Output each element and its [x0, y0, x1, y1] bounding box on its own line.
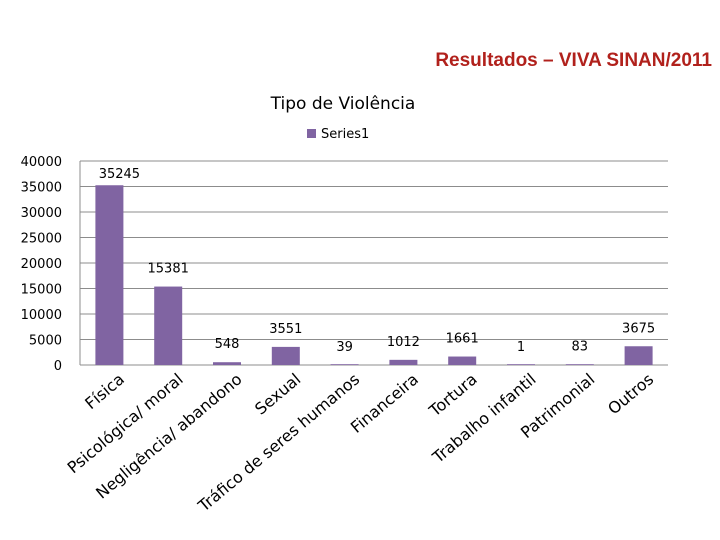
- y-tick-label: 35000: [21, 181, 62, 196]
- x-category-label: Física: [81, 370, 128, 414]
- bar: [154, 286, 183, 365]
- bar: [330, 364, 359, 365]
- bar: [448, 356, 477, 365]
- data-label: 39: [336, 340, 353, 355]
- data-label: 83: [572, 340, 589, 355]
- x-category-label: Tortura: [425, 370, 481, 421]
- y-tick-label: 30000: [21, 206, 62, 221]
- bar: [95, 185, 124, 365]
- bar: [624, 346, 653, 365]
- bar: [213, 362, 241, 365]
- data-label: 3551: [269, 322, 302, 337]
- slide-title: Resultados – VIVA SINAN/2011: [435, 50, 712, 71]
- bar: [389, 359, 418, 365]
- x-category-label: Outros: [604, 370, 657, 419]
- x-category-label: Sexual: [251, 370, 304, 419]
- bar: [565, 364, 594, 365]
- legend-label: Series1: [321, 127, 369, 142]
- y-tick-label: 15000: [21, 283, 62, 298]
- data-label: 548: [215, 337, 240, 352]
- data-label: 1012: [387, 335, 420, 350]
- bar: [507, 364, 535, 365]
- data-label: 1661: [446, 332, 479, 347]
- data-label: 1: [517, 340, 525, 355]
- bar: [271, 346, 300, 365]
- y-tick-label: 5000: [29, 334, 62, 349]
- y-tick-label: 20000: [21, 257, 62, 272]
- chart-title: Tipo de Violência: [270, 94, 416, 114]
- data-label: 3675: [622, 321, 655, 336]
- legend-swatch: [307, 129, 316, 138]
- data-label: 35245: [99, 167, 140, 182]
- y-tick-label: 10000: [21, 308, 62, 323]
- x-category-label: Trabalho infantil: [428, 370, 539, 468]
- data-label: 15381: [148, 262, 189, 277]
- legend: Series1: [307, 127, 369, 142]
- y-tick-label: 0: [54, 359, 62, 374]
- y-tick-label: 25000: [21, 232, 62, 247]
- y-tick-label: 40000: [21, 155, 62, 170]
